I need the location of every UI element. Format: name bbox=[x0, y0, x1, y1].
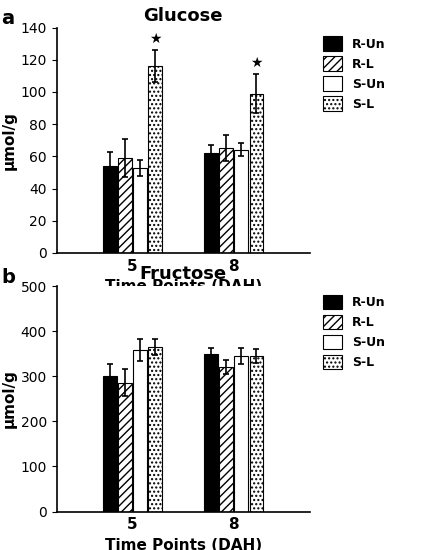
Text: a: a bbox=[1, 9, 14, 29]
Bar bbox=[103, 166, 116, 253]
Title: Glucose: Glucose bbox=[143, 7, 223, 25]
Bar bbox=[219, 367, 233, 512]
Legend: R-Un, R-L, S-Un, S-L: R-Un, R-L, S-Un, S-L bbox=[321, 292, 388, 372]
Bar bbox=[149, 66, 162, 253]
Y-axis label: μmol/g: μmol/g bbox=[1, 369, 17, 428]
X-axis label: Time Points (DAH): Time Points (DAH) bbox=[105, 279, 262, 294]
Bar bbox=[219, 148, 233, 253]
Bar bbox=[133, 350, 147, 512]
Text: ★: ★ bbox=[149, 31, 162, 46]
Bar bbox=[149, 347, 162, 512]
Bar bbox=[250, 94, 263, 253]
Bar bbox=[133, 168, 147, 253]
Bar bbox=[235, 356, 248, 512]
Title: Fructose: Fructose bbox=[140, 265, 227, 283]
Bar bbox=[103, 376, 116, 512]
Text: ★: ★ bbox=[250, 56, 263, 70]
Bar bbox=[204, 153, 218, 253]
Bar bbox=[118, 158, 132, 253]
Legend: R-Un, R-L, S-Un, S-L: R-Un, R-L, S-Un, S-L bbox=[321, 34, 388, 113]
X-axis label: Time Points (DAH): Time Points (DAH) bbox=[105, 537, 262, 550]
Text: b: b bbox=[1, 268, 15, 287]
Bar bbox=[235, 150, 248, 253]
Bar bbox=[204, 354, 218, 512]
Bar bbox=[118, 383, 132, 512]
Bar bbox=[250, 356, 263, 512]
Y-axis label: μmol/g: μmol/g bbox=[1, 111, 17, 170]
